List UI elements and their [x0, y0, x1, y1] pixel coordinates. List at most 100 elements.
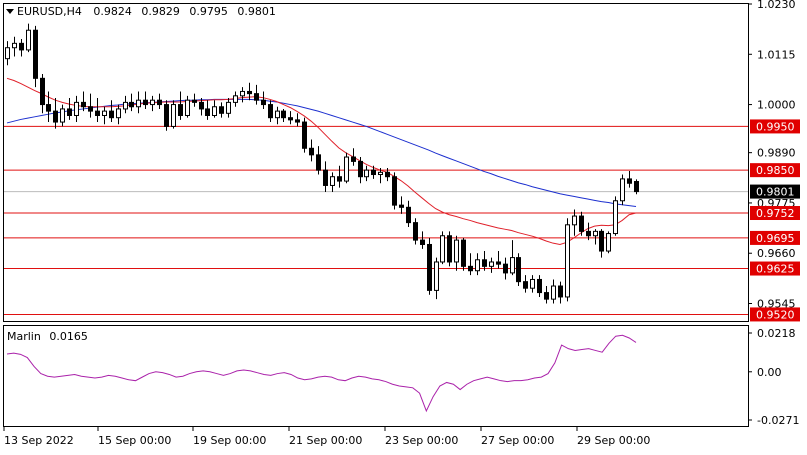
candle[interactable] — [143, 91, 148, 109]
candle[interactable] — [406, 200, 411, 227]
candle[interactable] — [192, 93, 197, 107]
candle[interactable] — [620, 174, 625, 206]
candle[interactable] — [482, 251, 487, 271]
candle[interactable] — [254, 84, 259, 105]
candle[interactable] — [537, 275, 542, 297]
candle[interactable] — [185, 95, 190, 118]
candle[interactable] — [496, 251, 501, 269]
candle[interactable] — [579, 211, 584, 236]
price-pane[interactable] — [3, 3, 749, 322]
candle[interactable] — [309, 139, 314, 162]
candle[interactable] — [46, 91, 51, 123]
candle[interactable] — [178, 91, 183, 120]
candle[interactable] — [586, 222, 591, 241]
candle[interactable] — [413, 218, 418, 245]
candle[interactable] — [323, 161, 328, 193]
candle[interactable] — [475, 253, 480, 276]
candle[interactable] — [95, 98, 100, 123]
candle[interactable] — [523, 275, 528, 293]
candle[interactable] — [240, 87, 245, 103]
candle[interactable] — [606, 231, 611, 254]
candle[interactable] — [399, 196, 404, 214]
candle[interactable] — [392, 172, 397, 210]
candle[interactable] — [344, 152, 349, 184]
candle[interactable] — [434, 257, 439, 300]
candle[interactable] — [247, 82, 252, 101]
candle[interactable] — [378, 167, 383, 184]
candle[interactable] — [219, 102, 224, 118]
candle[interactable] — [364, 165, 369, 182]
candle[interactable] — [136, 91, 141, 114]
candle[interactable] — [275, 106, 280, 125]
candle[interactable] — [489, 257, 494, 273]
candle[interactable] — [330, 172, 335, 193]
candle[interactable] — [157, 93, 162, 109]
candle[interactable] — [510, 240, 515, 276]
symbol-menu-triangle-icon[interactable] — [6, 9, 14, 14]
candle[interactable] — [81, 91, 86, 112]
candle[interactable] — [123, 95, 128, 114]
candle[interactable] — [171, 100, 176, 129]
candle[interactable] — [226, 98, 231, 118]
candle[interactable] — [129, 93, 134, 112]
candle[interactable] — [461, 237, 466, 271]
candle[interactable] — [593, 229, 598, 245]
candle[interactable] — [88, 93, 93, 118]
candle[interactable] — [150, 95, 155, 112]
candle[interactable] — [599, 229, 604, 258]
candle-body — [447, 235, 452, 263]
candle[interactable] — [565, 218, 570, 302]
candle[interactable] — [420, 231, 425, 249]
candle[interactable] — [627, 171, 632, 188]
candle[interactable] — [205, 100, 210, 120]
candle[interactable] — [516, 253, 521, 287]
candle[interactable] — [358, 157, 363, 184]
candle[interactable] — [558, 281, 563, 304]
candle[interactable] — [261, 91, 266, 109]
candle[interactable] — [53, 98, 58, 129]
candle[interactable] — [468, 253, 473, 276]
candle[interactable] — [427, 237, 432, 295]
candle[interactable] — [281, 108, 286, 123]
candle[interactable] — [371, 165, 376, 179]
candle[interactable] — [116, 104, 121, 125]
candle[interactable] — [572, 209, 577, 236]
candle[interactable] — [634, 179, 639, 195]
candle[interactable] — [33, 25, 38, 88]
candle[interactable] — [613, 196, 618, 236]
candle[interactable] — [530, 275, 535, 293]
candle[interactable] — [337, 165, 342, 188]
candle[interactable] — [454, 235, 459, 271]
candle[interactable] — [109, 100, 114, 123]
candle[interactable] — [295, 113, 300, 127]
candle[interactable] — [60, 104, 65, 127]
candle[interactable] — [102, 106, 107, 125]
candle[interactable] — [544, 286, 549, 304]
candle[interactable] — [447, 231, 452, 267]
candle[interactable] — [268, 100, 273, 123]
indicator-pane[interactable] — [3, 325, 749, 427]
candle[interactable] — [503, 257, 508, 280]
candle[interactable] — [12, 36, 17, 57]
candle[interactable] — [551, 279, 556, 304]
candle[interactable] — [26, 23, 31, 53]
candle[interactable] — [233, 91, 238, 107]
candle[interactable] — [351, 148, 356, 166]
candle[interactable] — [19, 38, 24, 57]
candle[interactable] — [385, 167, 390, 182]
candle-body — [302, 121, 307, 149]
candle[interactable] — [316, 146, 321, 175]
candle[interactable] — [199, 98, 204, 116]
candle[interactable] — [302, 117, 307, 153]
candle[interactable] — [440, 231, 445, 265]
candle[interactable] — [164, 100, 169, 131]
candle[interactable] — [74, 95, 79, 123]
candle[interactable] — [288, 111, 293, 125]
candle-body — [205, 108, 210, 116]
candle[interactable] — [40, 73, 45, 114]
candle[interactable] — [212, 100, 217, 118]
candle[interactable] — [67, 98, 72, 120]
candle[interactable] — [5, 41, 10, 66]
